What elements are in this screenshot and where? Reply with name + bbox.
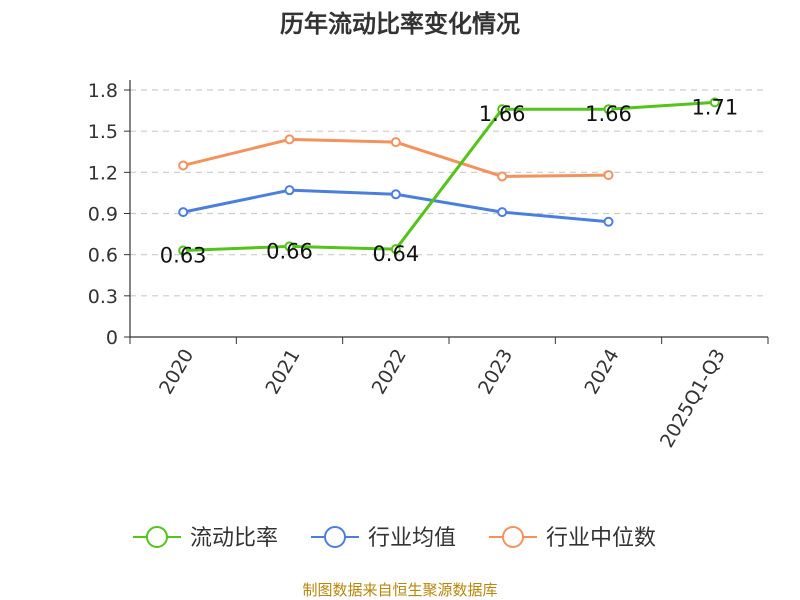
x-tick-label: 2023 bbox=[474, 345, 517, 398]
x-tick-label: 2025Q1-Q3 bbox=[656, 345, 730, 451]
data-point-current_ratio bbox=[284, 241, 295, 252]
y-tick-label: 1.8 bbox=[88, 80, 118, 102]
data-point-industry_mean bbox=[603, 216, 614, 227]
legend-item-industry_mean[interactable]: 行业均值 bbox=[311, 526, 456, 551]
legend-item-industry_median[interactable]: 行业中位数 bbox=[489, 526, 656, 551]
legend-label: 流动比率 bbox=[190, 526, 278, 551]
legend-item-current_ratio[interactable]: 流动比率 bbox=[133, 526, 278, 551]
data-label: 0.64 bbox=[372, 242, 419, 266]
data-point-industry_median bbox=[603, 170, 614, 181]
data-point-industry_mean bbox=[284, 185, 295, 196]
data-label: 0.66 bbox=[266, 239, 313, 263]
data-point-current_ratio bbox=[390, 244, 401, 255]
data-point-industry_median bbox=[390, 137, 401, 148]
legend: 流动比率 行业均值 行业中位数 bbox=[133, 526, 656, 551]
y-tick-label: 1.2 bbox=[88, 162, 118, 184]
data-point-current_ratio bbox=[497, 104, 508, 115]
x-tick-label: 2022 bbox=[368, 345, 411, 398]
data-label: 1.66 bbox=[479, 102, 526, 126]
data-point-industry_median bbox=[284, 134, 295, 145]
series-lines bbox=[178, 97, 720, 256]
y-tick-label: 0.6 bbox=[88, 245, 118, 267]
data-point-current_ratio bbox=[178, 245, 189, 256]
source-note: 制图数据来自恒生聚源数据库 bbox=[302, 581, 497, 599]
data-point-industry_mean bbox=[178, 207, 189, 218]
data-point-industry_median bbox=[178, 160, 189, 171]
x-tick-label: 2021 bbox=[261, 345, 304, 398]
chart-title: 历年流动比率变化情况 bbox=[280, 10, 520, 38]
y-tick-label: 1.5 bbox=[88, 121, 118, 143]
y-tick-label: 0.9 bbox=[88, 204, 118, 226]
y-tick-label: 0.3 bbox=[88, 286, 118, 308]
data-point-industry_mean bbox=[497, 207, 508, 218]
data-point-industry_mean bbox=[390, 189, 401, 200]
legend-marker bbox=[502, 526, 524, 548]
x-tick-label: 2024 bbox=[580, 345, 623, 398]
legend-label: 行业中位数 bbox=[546, 526, 656, 551]
series-line-current_ratio bbox=[183, 100, 715, 253]
grid-lines bbox=[130, 89, 768, 297]
data-point-current_ratio bbox=[603, 104, 614, 115]
data-label: 1.71 bbox=[691, 95, 738, 119]
data-point-current_ratio bbox=[709, 97, 720, 108]
data-labels: 0.63 0.66 0.64 1.66 1.66 1.71 bbox=[160, 95, 738, 267]
legend-marker bbox=[324, 526, 346, 548]
legend-marker bbox=[146, 526, 168, 548]
y-tick-label: 0 bbox=[106, 327, 118, 349]
data-label: 1.66 bbox=[585, 102, 632, 126]
legend-label: 行业均值 bbox=[368, 526, 456, 551]
data-label: 0.63 bbox=[160, 244, 207, 268]
x-tick-label: 2020 bbox=[155, 345, 198, 398]
data-point-industry_median bbox=[497, 171, 508, 182]
